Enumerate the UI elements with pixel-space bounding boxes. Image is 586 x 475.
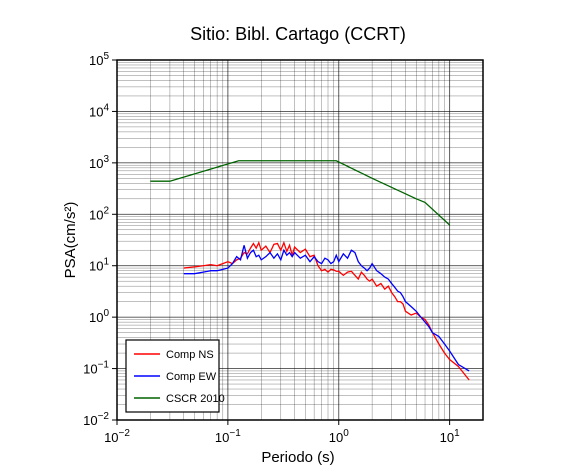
plot-frame (116, 59, 484, 421)
x-tick-label: 100 (329, 428, 349, 445)
legend: Comp NS Comp EW CSCR 2010 (125, 339, 225, 413)
y-tick-label: 105 (89, 51, 109, 68)
y-tick-label: 102 (89, 205, 109, 222)
tick-labels: 10−2 10−1 100 101 10−2 10−1 100 101 102 103 104 105 (83, 51, 460, 445)
y-tick-label: 104 (89, 102, 109, 119)
series-line-comp-ns (183, 240, 470, 381)
x-tick-label: 10−1 (215, 428, 241, 445)
grid (116, 59, 484, 421)
y-tick-label: 10−2 (83, 411, 109, 428)
x-tick-label: 10−2 (104, 428, 130, 445)
plot-area (150, 160, 470, 381)
y-axis-label: PSA(cm/s²) (62, 202, 79, 279)
x-tick-label: 101 (440, 428, 460, 445)
y-tick-label: 101 (89, 257, 109, 274)
y-tick-label: 10−1 (83, 360, 109, 377)
y-tick-label: 103 (89, 154, 109, 171)
legend-label-comp-ns: Comp NS (166, 349, 214, 361)
y-tick-label: 100 (89, 308, 109, 325)
chart-title: Sitio: Bibl. Cartago (CCRT) (190, 24, 406, 44)
series-line-comp-ew (183, 245, 470, 372)
legend-label-comp-ew: Comp EW (166, 371, 217, 383)
series-line-cscr-2010 (150, 160, 451, 226)
x-axis-label: Periodo (s) (261, 449, 334, 466)
legend-label-cscr-2010: CSCR 2010 (166, 393, 225, 405)
